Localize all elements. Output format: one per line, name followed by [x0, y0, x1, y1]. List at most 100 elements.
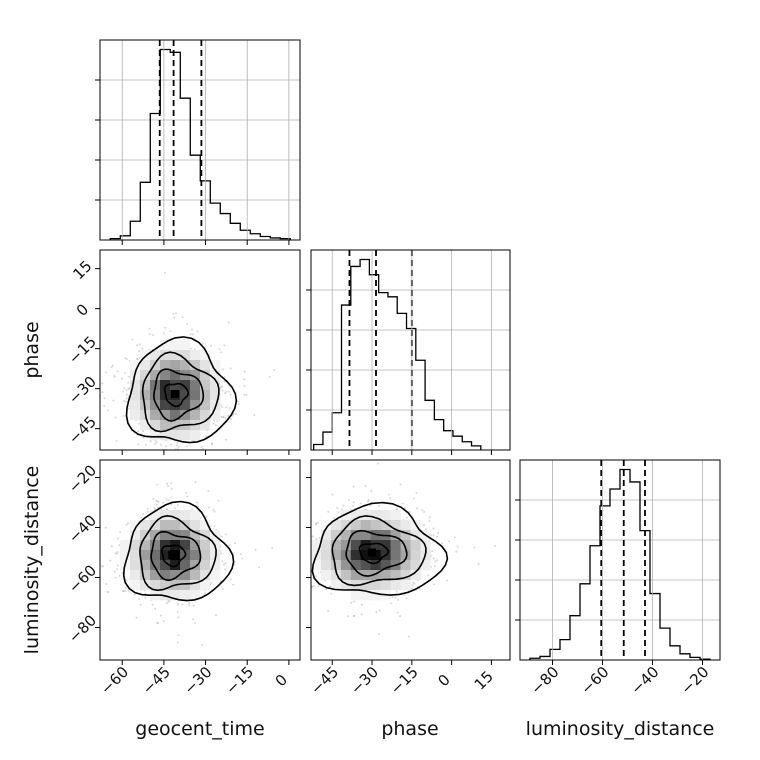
sample-point [224, 562, 227, 565]
sample-point [397, 598, 400, 601]
y-tick-label: −15 [65, 333, 100, 368]
sample-point [306, 568, 308, 570]
density-cell [330, 580, 342, 591]
density-cell [130, 380, 141, 391]
density-cell [170, 520, 181, 531]
sample-point [297, 544, 299, 546]
density-cell [400, 530, 411, 541]
density-cell [140, 420, 151, 431]
sample-point [301, 550, 303, 552]
density-cell [160, 420, 171, 431]
sample-point [436, 559, 439, 562]
sample-point [169, 443, 172, 446]
density-cell [150, 420, 161, 431]
sample-point [403, 593, 406, 596]
sample-point [309, 539, 311, 541]
density-phase-luminosity_distance [252, 462, 496, 638]
panel-frame [99, 459, 301, 661]
sample-point [433, 583, 436, 586]
sample-point [137, 430, 140, 433]
sample-point [142, 430, 145, 433]
density-cell [190, 430, 201, 441]
y-axis-title-luminosity-distance: luminosity_distance [21, 466, 43, 655]
sample-point [294, 542, 296, 544]
sample-point [196, 501, 199, 504]
contour-line [161, 544, 187, 568]
contour-line [358, 542, 390, 565]
sample-point [197, 505, 200, 508]
sample-point [106, 409, 109, 412]
sample-point [445, 579, 448, 582]
density-cell [210, 380, 221, 391]
sample-point [174, 506, 177, 509]
density-cell [140, 560, 151, 571]
density-cell [360, 540, 371, 551]
density-cell [120, 540, 131, 551]
density-cell [410, 570, 421, 581]
density-cell [330, 550, 342, 561]
density-cell [320, 570, 332, 581]
density-cell [180, 350, 191, 361]
sample-point [150, 455, 152, 457]
density-cell [190, 590, 201, 601]
sample-point [311, 586, 314, 589]
sample-point [308, 554, 310, 556]
sample-point [241, 557, 244, 560]
sample-point [394, 596, 397, 599]
sample-point [413, 582, 416, 585]
density-cell [370, 520, 381, 531]
density-cell [330, 570, 342, 581]
sample-point [138, 422, 141, 425]
sample-point [243, 370, 246, 373]
sample-point [188, 604, 191, 607]
sample-point [295, 557, 297, 559]
sample-point [253, 414, 256, 417]
sample-point [125, 393, 128, 396]
sample-point [146, 507, 149, 510]
sample-point [176, 503, 179, 506]
density-geocent_time-luminosity_distance [100, 481, 274, 646]
sample-point [435, 535, 438, 538]
sample-point [431, 550, 434, 553]
sample-point [287, 536, 289, 538]
sample-point [156, 621, 159, 624]
sample-point [405, 516, 408, 519]
sample-point [389, 497, 392, 500]
sample-point [352, 504, 355, 507]
density-inner [100, 481, 274, 646]
density-cell [360, 530, 371, 541]
density-cell [160, 430, 171, 441]
sample-point [112, 399, 115, 402]
sample-point [101, 391, 104, 394]
density-cell [190, 360, 201, 371]
sample-point [306, 571, 308, 573]
sample-point [136, 344, 139, 347]
histogram-step [529, 468, 711, 660]
sample-point [364, 484, 367, 487]
density-cell [170, 360, 181, 371]
sample-point [233, 563, 236, 566]
x-axis-title-geocent-time: geocent_time [135, 718, 264, 740]
density-cell [210, 560, 221, 571]
density-cell [170, 510, 181, 521]
density-cell [160, 350, 171, 361]
sample-point [169, 330, 172, 333]
sample-point [142, 436, 145, 439]
density-cell [140, 570, 151, 581]
sample-point [222, 563, 225, 566]
sample-point [359, 502, 362, 505]
sample-point [221, 385, 224, 388]
density-cell [410, 540, 421, 551]
sample-point [346, 615, 349, 618]
sample-point [415, 491, 418, 494]
x-tick-label: −60 [97, 663, 132, 698]
density-cell [140, 370, 151, 381]
sample-point [252, 527, 254, 529]
density-cell [180, 530, 191, 541]
sample-point [113, 375, 116, 378]
sample-point [352, 485, 355, 488]
sample-point [153, 442, 156, 445]
sample-point [222, 368, 225, 371]
x-tick-label: −40 [627, 663, 662, 698]
sample-point [367, 499, 370, 502]
